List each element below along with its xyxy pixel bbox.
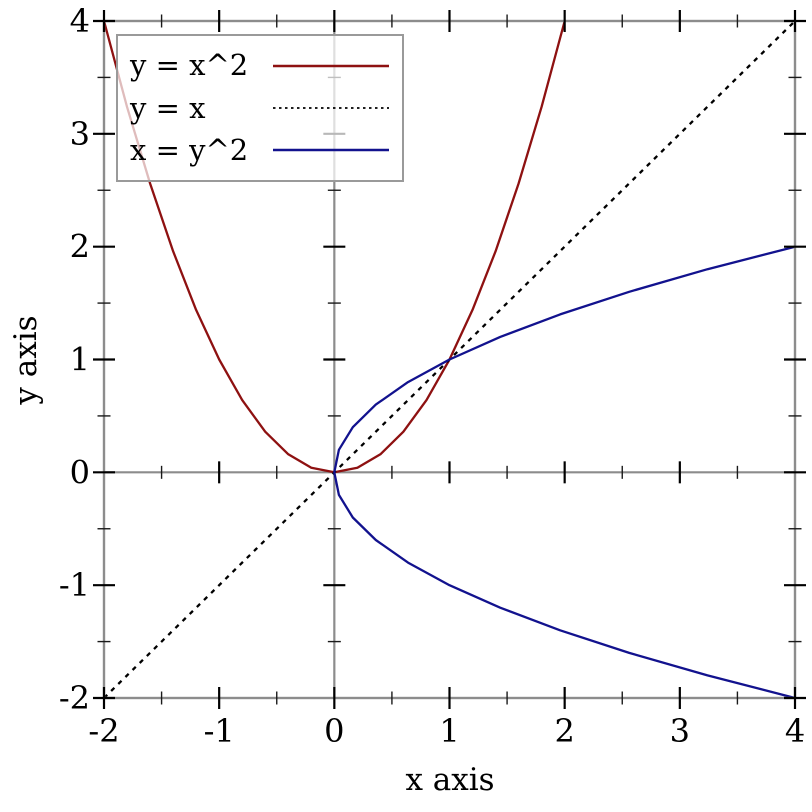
- legend-label: y = x: [130, 90, 206, 125]
- legend-line-sample: [273, 64, 389, 67]
- x-tick-label: -1: [204, 712, 235, 750]
- y-tick-label: 4: [70, 2, 90, 40]
- legend-entry: x = y^2: [130, 132, 390, 167]
- y-tick-label: -2: [59, 679, 90, 717]
- plot-generated-layer: -2 -1 0 1 2 3 4 -2 -1 0 1 2 3 4: [59, 2, 806, 750]
- y-tick-label: 2: [70, 228, 90, 266]
- x-tick-label: 2: [554, 712, 574, 750]
- x-axis-title: x axis: [405, 762, 494, 798]
- y-axis-title: y axis: [8, 315, 44, 405]
- x-tick-label: 4: [785, 712, 805, 750]
- x-tick-label: 3: [670, 712, 690, 750]
- x-tick-label: -2: [88, 712, 119, 750]
- legend-label: y = x^2: [130, 48, 249, 83]
- x-tick-label: 1: [439, 712, 459, 750]
- legend-label: x = y^2: [130, 132, 249, 167]
- legend-entry: y = x: [130, 90, 390, 125]
- legend: y = x^2 y = x x = y^2: [116, 34, 404, 182]
- x-tick-label: 0: [324, 712, 344, 750]
- series-curve-2: [333, 245, 796, 700]
- legend-entry: y = x^2: [130, 51, 390, 80]
- y-tick-label: -1: [59, 566, 90, 604]
- legend-line-sample: [273, 149, 389, 152]
- y-tick-label: 0: [70, 453, 90, 491]
- y-tick-label: 1: [70, 341, 90, 379]
- y-tick-label: 3: [70, 115, 90, 153]
- legend-line-sample: [273, 107, 389, 109]
